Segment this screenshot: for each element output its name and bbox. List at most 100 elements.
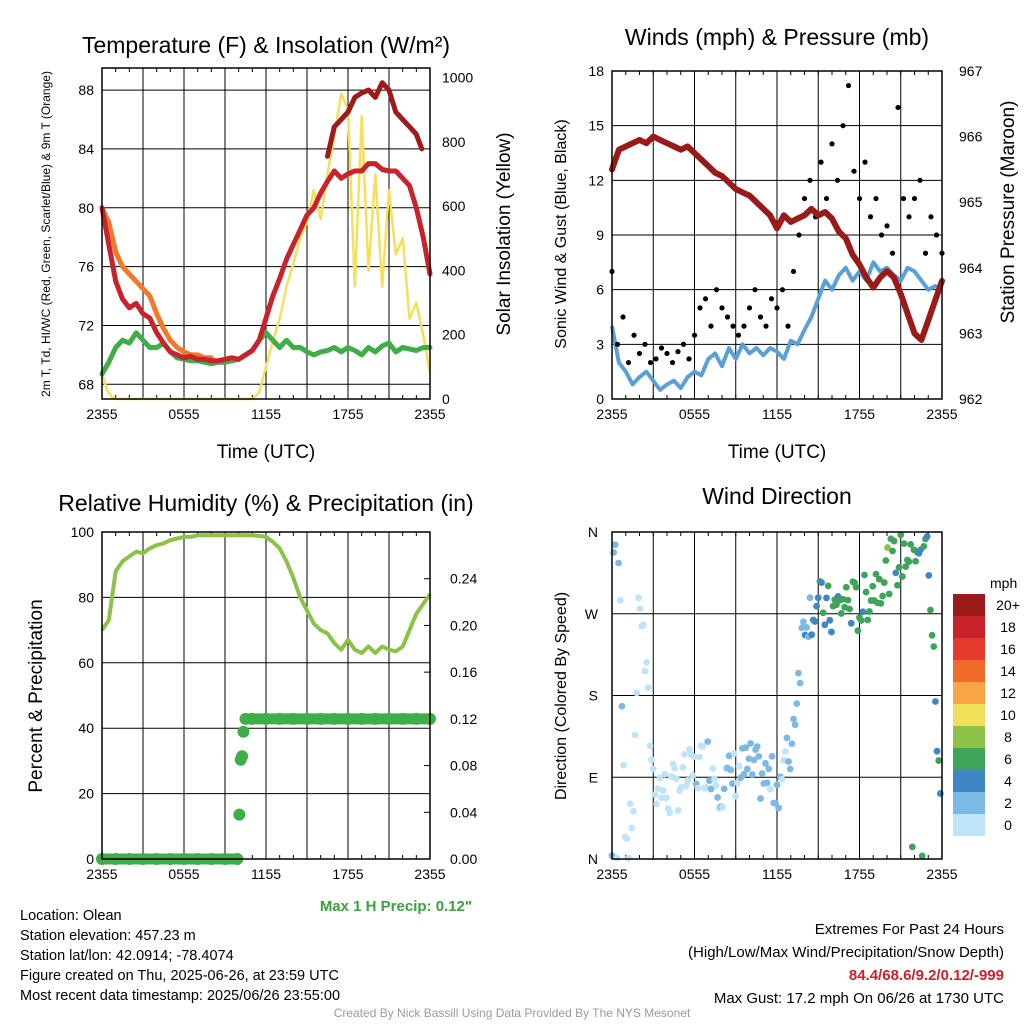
y2-axis-label: Station Pressure (Maroon)	[998, 101, 1019, 324]
x-tick-label: 0555	[168, 406, 199, 422]
gust-point	[653, 356, 659, 362]
plot-border	[611, 70, 943, 400]
x-tick-label: 2355	[414, 866, 445, 882]
credit-text: Created By Nick Bassill Using Data Provi…	[333, 1006, 691, 1020]
direction-point	[811, 618, 819, 625]
series-dew	[99, 330, 433, 377]
direction-point	[775, 804, 783, 812]
y-tick-label: 12	[588, 172, 604, 188]
direction-point	[679, 764, 687, 771]
direction-point	[616, 596, 624, 604]
precip-marker	[314, 712, 327, 725]
gust-point	[862, 159, 868, 165]
gust-point	[768, 296, 775, 302]
direction-point	[628, 824, 636, 832]
direction-point	[742, 744, 750, 752]
gust-point	[884, 223, 890, 229]
precip-marker	[383, 712, 395, 725]
precip-marker	[246, 712, 259, 725]
gust-point	[911, 195, 918, 202]
x-tick-label: 2355	[86, 866, 117, 882]
y-tick-label: 60	[78, 655, 94, 671]
direction-point	[862, 588, 870, 596]
legend-swatch	[953, 616, 985, 638]
panel-temperature	[99, 67, 433, 401]
x-tick-label: 2355	[414, 406, 445, 422]
legend-swatch	[953, 660, 985, 682]
gust-point	[928, 214, 934, 220]
y-tick-label: 3	[596, 336, 604, 352]
gust-point	[785, 323, 791, 329]
y-tick-label: N	[588, 851, 598, 867]
direction-point	[894, 581, 901, 589]
extremes-subtitle: (High/Low/Max Wind/Precipitation/Snow De…	[688, 944, 1004, 961]
direction-point	[631, 731, 639, 739]
direction-point	[643, 659, 651, 666]
direction-point	[757, 795, 764, 802]
direction-point	[899, 573, 906, 580]
precip-marker	[396, 712, 409, 725]
direction-point	[778, 775, 786, 783]
direction-point	[740, 770, 748, 778]
direction-point	[872, 570, 880, 578]
direction-point	[837, 610, 845, 617]
direction-point	[866, 608, 873, 615]
precip-marker	[355, 712, 368, 725]
extremes-values: 84.4/68.6/9.2/0.12/-999	[848, 967, 1004, 984]
direction-point	[653, 800, 660, 808]
y-tick-label: 6	[596, 282, 604, 298]
gust-point	[664, 350, 670, 357]
gust-point	[878, 232, 885, 238]
gust-point	[708, 323, 714, 329]
y-tick-label: W	[585, 606, 599, 622]
direction-point	[824, 582, 832, 590]
direction-point	[753, 743, 761, 750]
y-tick-label: 9	[596, 227, 604, 243]
gust-point	[796, 232, 802, 238]
precip-marker	[301, 712, 313, 725]
direction-point	[880, 579, 888, 586]
direction-point	[611, 541, 619, 549]
direction-point	[882, 557, 890, 564]
gust-point	[922, 250, 929, 256]
y2-axis-label: Solar Insolation (Yellow)	[494, 132, 515, 335]
legend-title: mph	[990, 575, 1017, 591]
y2-tick-label: 963	[959, 325, 983, 341]
direction-point	[635, 594, 642, 602]
direction-point	[908, 843, 916, 851]
direction-point	[889, 547, 896, 555]
direction-point	[928, 631, 936, 639]
direction-point	[771, 799, 779, 807]
direction-point	[852, 583, 860, 591]
direction-point	[765, 765, 773, 773]
direction-point	[935, 757, 943, 764]
direction-point	[932, 698, 939, 705]
direction-point	[875, 575, 883, 583]
direction-point	[623, 835, 631, 843]
x-tick-label: 2355	[926, 406, 957, 422]
direction-point	[828, 628, 835, 636]
direction-point	[800, 618, 807, 626]
y-axis-label: Direction (Colored By Speed)	[553, 592, 570, 800]
gust-point	[807, 177, 813, 183]
direction-point	[663, 794, 670, 802]
gust-point	[625, 359, 632, 366]
direction-point	[892, 569, 900, 577]
direction-point	[818, 579, 825, 586]
legend-label: 0	[1004, 817, 1012, 833]
direction-point	[648, 756, 655, 764]
gust-point	[840, 123, 846, 129]
chart-title: Relative Humidity (%) & Precipitation (i…	[58, 490, 473, 516]
direction-point	[905, 558, 913, 566]
direction-point	[750, 756, 758, 764]
gust-point	[730, 323, 736, 329]
direction-point	[615, 559, 622, 567]
gust-point	[675, 349, 681, 355]
legend-label: 16	[1000, 641, 1016, 657]
gust-point	[757, 314, 764, 320]
y2-tick-label: 0.04	[450, 804, 477, 820]
direction-point	[920, 542, 928, 550]
y-tick-label: 68	[78, 376, 94, 392]
y2-tick-label: 1000	[442, 70, 473, 86]
gust-point	[917, 177, 923, 183]
